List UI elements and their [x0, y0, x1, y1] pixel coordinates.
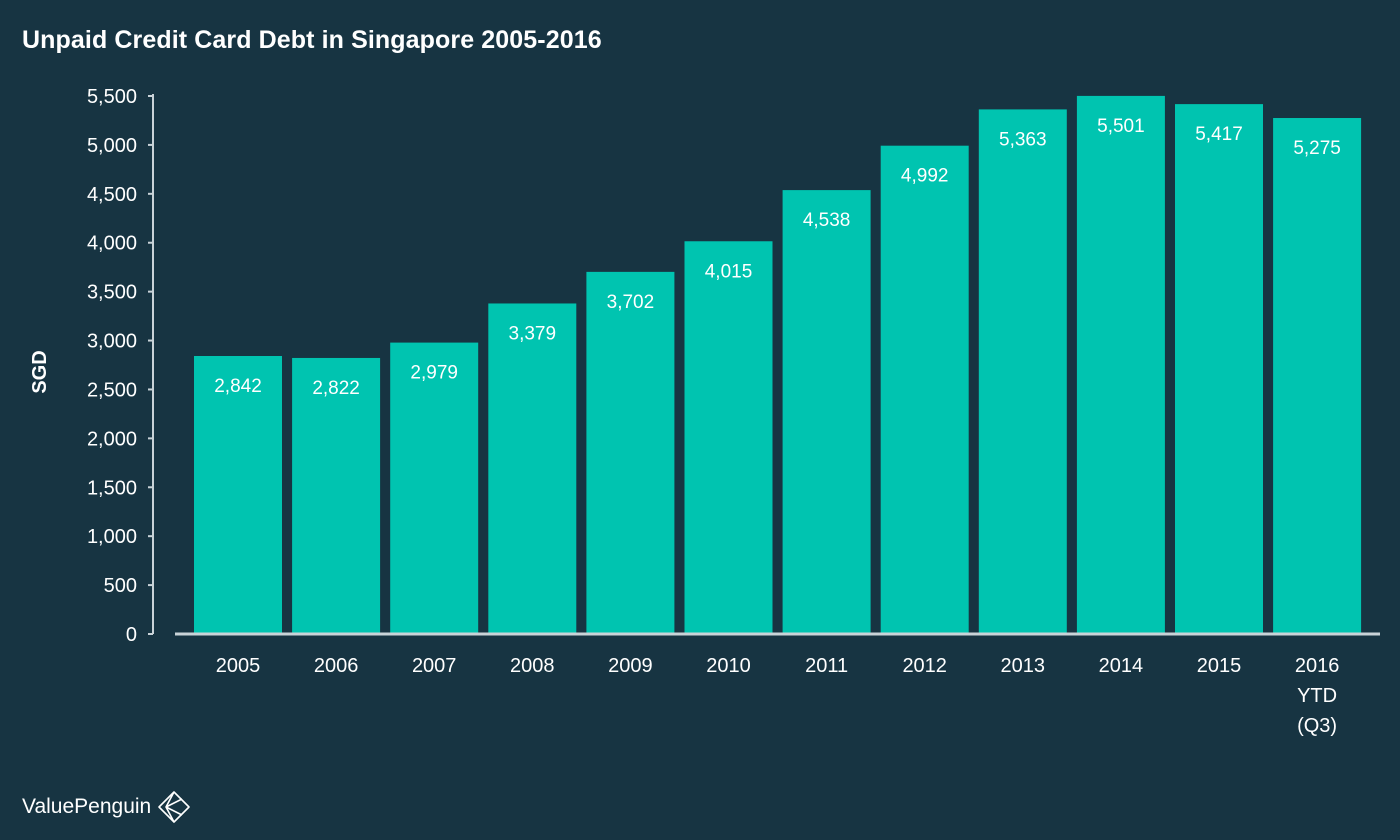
bar-value-label: 2,822: [312, 378, 360, 399]
y-tick-label: 3,000: [87, 331, 137, 353]
y-tick-label: 5,000: [87, 135, 137, 157]
bar-value-label: 2,979: [410, 363, 458, 384]
bar: [978, 109, 1067, 634]
y-axis: 0 500 1,000 1,500 2,000 2,500 3,000 3,500 4,000 4…: [87, 86, 154, 646]
x-tick-label: 2013: [1001, 655, 1046, 677]
y-tick-label: 4,500: [87, 184, 137, 206]
bar-value-label: 4,992: [901, 166, 949, 187]
y-axis-title: SGD: [29, 350, 51, 393]
bar-value-label: 2,842: [214, 376, 262, 397]
bar-value-label: 3,379: [509, 323, 557, 344]
bar: [684, 241, 773, 634]
bar: [194, 356, 282, 634]
brand: ValuePenguin: [22, 790, 191, 824]
valuepenguin-logo-icon: [158, 791, 191, 823]
bar: [880, 145, 969, 634]
bar-value-label: 3,702: [607, 292, 655, 313]
x-tick-label: 2006: [314, 655, 359, 677]
x-tick-label: 2009: [608, 655, 653, 677]
bar: [1273, 118, 1362, 634]
bar-value-label: 5,501: [1097, 116, 1145, 137]
bar: [586, 271, 675, 634]
y-tick-label: 2,000: [87, 428, 137, 450]
bar-value-label: 4,015: [705, 261, 753, 282]
x-tick-label: 2005: [216, 655, 261, 677]
bar: [292, 357, 381, 634]
bar-value-label: 5,363: [999, 129, 1047, 150]
y-tick-label: 4,000: [87, 233, 137, 255]
y-tick-label: 2,500: [87, 379, 137, 401]
x-tick-label: 2015: [1197, 655, 1242, 677]
y-tick-label: 0: [126, 624, 137, 646]
x-tick-label: 2007: [412, 655, 457, 677]
y-tick-label: 3,500: [87, 282, 137, 304]
bar: [1175, 104, 1263, 635]
x-tick-label: 2016 YTD (Q3): [1295, 655, 1340, 737]
x-tick-label: 2012: [902, 655, 947, 677]
x-tick-label: 2014: [1099, 655, 1144, 677]
bar: [1076, 95, 1165, 635]
x-tick-label: 2010: [706, 655, 751, 677]
bar-value-label: 5,275: [1293, 138, 1341, 159]
chart-title: Unpaid Credit Card Debt in Singapore 200…: [22, 26, 602, 54]
bar: [782, 190, 871, 635]
x-tick-label: 2008: [510, 655, 555, 677]
y-tick-label: 1,000: [87, 526, 137, 548]
bar: [390, 342, 479, 634]
x-axis: 2005 2006 2007 2008 2009 2010 2011 2012 2013 2014…: [175, 632, 1380, 737]
y-tick-label: 5,500: [87, 86, 137, 108]
y-tick-label: 500: [104, 575, 137, 597]
brand-name: ValuePenguin: [22, 795, 152, 818]
y-tick-label: 1,500: [87, 477, 137, 499]
bar: [488, 303, 577, 634]
bar-value-label: 5,417: [1195, 124, 1243, 145]
bars: 2,842 2,822 2,979 3,379 3,702 4,015 4,538 4,992…: [194, 95, 1362, 635]
bar-value-label: 4,538: [803, 210, 851, 231]
x-tick-label: 2011: [805, 655, 848, 677]
